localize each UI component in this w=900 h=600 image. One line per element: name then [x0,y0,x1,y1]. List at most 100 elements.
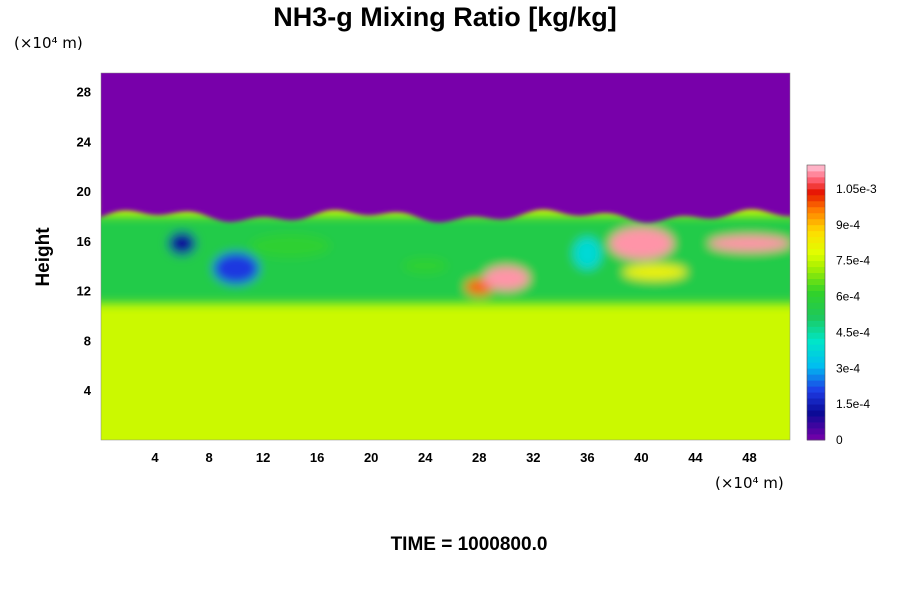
y-tick-label: 28 [77,85,91,100]
colorbar-stripe [807,212,825,220]
colorbar: 1.05e-3 9e-4 7.5e-4 6e-4 4.5e-4 3e-4 1.5e-4 0 [806,164,877,447]
time-label: TIME = 1000800.0 [391,534,548,555]
colorbar-stripe [807,428,825,435]
upper-region [101,73,790,223]
colorbar-tick-label: 6e-4 [836,290,860,304]
colorbar-tick-label: 1.5e-4 [836,397,870,411]
x-tick-label: 20 [364,450,378,465]
colorbar-stripe [807,344,825,351]
colorbar-stripe [807,338,825,345]
x-tick-label: 40 [634,450,648,465]
x-unit-label: (×10⁴ m) [715,474,784,492]
mixed-layer-band [101,216,790,304]
colorbar-stripes [807,165,825,441]
colorbar-tick-label: 1.05e-3 [836,182,877,196]
x-axis-ticks: 4 8 12 16 20 24 28 32 36 40 44 48 [151,450,756,465]
colorbar-stripe [807,332,825,339]
colorbar-stripe [807,296,825,303]
colorbar-stripe [807,200,825,208]
x-tick-label: 12 [256,450,270,465]
colorbar-frame [806,164,826,441]
colorbar-stripe [807,380,825,387]
colorbar-stripe [807,284,825,291]
y-tick-label: 20 [77,184,91,199]
y-axis-ticks: 4 8 12 16 20 24 28 [77,85,92,399]
colorbar-stripe [807,356,825,363]
colorbar-stripe [807,416,825,423]
x-tick-label: 16 [310,450,324,465]
chart-title: NH3-g Mixing Ratio [kg/kg] [273,2,617,32]
colorbar-stripe [807,290,825,297]
colorbar-stripe [807,260,825,268]
y-tick-label: 16 [77,234,91,249]
field-feature [213,252,260,285]
y-tick-label: 12 [77,284,91,299]
colorbar-tick-label: 4.5e-4 [836,325,870,339]
x-tick-label: 32 [526,450,540,465]
colorbar-stripe [807,410,825,417]
field-feature [402,257,449,274]
colorbar-stripe [807,278,825,285]
colorbar-stripe [807,362,825,369]
colorbar-stripe [807,320,825,327]
colorbar-stripe [807,404,825,411]
colorbar-tick-label: 3e-4 [836,361,860,375]
x-tick-label: 4 [151,450,159,465]
plot-frame [100,72,791,441]
colorbar-stripe [807,176,825,184]
y-unit-label: (×10⁴ m) [14,34,83,52]
colorbar-stripe [807,374,825,381]
y-axis-label: Height [33,227,54,287]
x-tick-label: 36 [580,450,594,465]
colorbar-stripe [807,224,825,232]
colorbar-stripe [807,302,825,309]
colorbar-stripe [807,266,825,274]
colorbar-stripe [807,182,825,190]
field-feature [483,266,530,291]
field-layer [101,73,790,304]
colorbar-stripe [807,236,825,244]
x-tick-label: 8 [205,450,212,465]
field-feature [708,235,790,252]
colorbar-stripe [807,165,825,172]
x-tick-label: 44 [688,450,703,465]
colorbar-stripe [807,308,825,315]
colorbar-stripe [807,188,825,196]
upper-layer [101,73,790,223]
colorbar-stripe [807,194,825,202]
colorbar-stripe [807,206,825,214]
colorbar-stripe [807,392,825,399]
colorbar-stripe [807,350,825,357]
colorbar-stripe [807,272,825,279]
colorbar-stripe [807,218,825,226]
colorbar-stripe [807,326,825,333]
colorbar-ticks: 1.05e-3 9e-4 7.5e-4 6e-4 4.5e-4 3e-4 1.5e-4 0 [836,182,877,447]
colorbar-stripe [807,230,825,238]
colorbar-tick-label: 9e-4 [836,218,860,232]
x-tick-label: 24 [418,450,433,465]
plot-area [100,72,791,441]
colorbar-stripe [807,368,825,375]
field-feature [573,237,602,270]
y-tick-label: 24 [77,134,92,149]
colorbar-stripe [807,242,825,250]
y-tick-label: 8 [84,333,91,348]
field-feature [622,264,687,281]
y-tick-label: 4 [84,383,92,398]
field-feature [168,231,197,256]
colorbar-stripe [807,314,825,321]
colorbar-stripe [807,170,825,178]
colorbar-stripe [807,248,825,256]
colorbar-tick-label: 0 [836,433,843,447]
colorbar-stripe [807,398,825,405]
field-feature [609,227,674,260]
colorbar-stripe [807,422,825,429]
colorbar-stripe [807,386,825,393]
x-tick-label: 48 [742,450,756,465]
feature-layer [101,216,790,304]
colorbar-stripe [807,434,825,441]
colorbar-tick-label: 7.5e-4 [836,254,870,268]
colorbar-stripe [807,254,825,262]
x-tick-label: 28 [472,450,486,465]
